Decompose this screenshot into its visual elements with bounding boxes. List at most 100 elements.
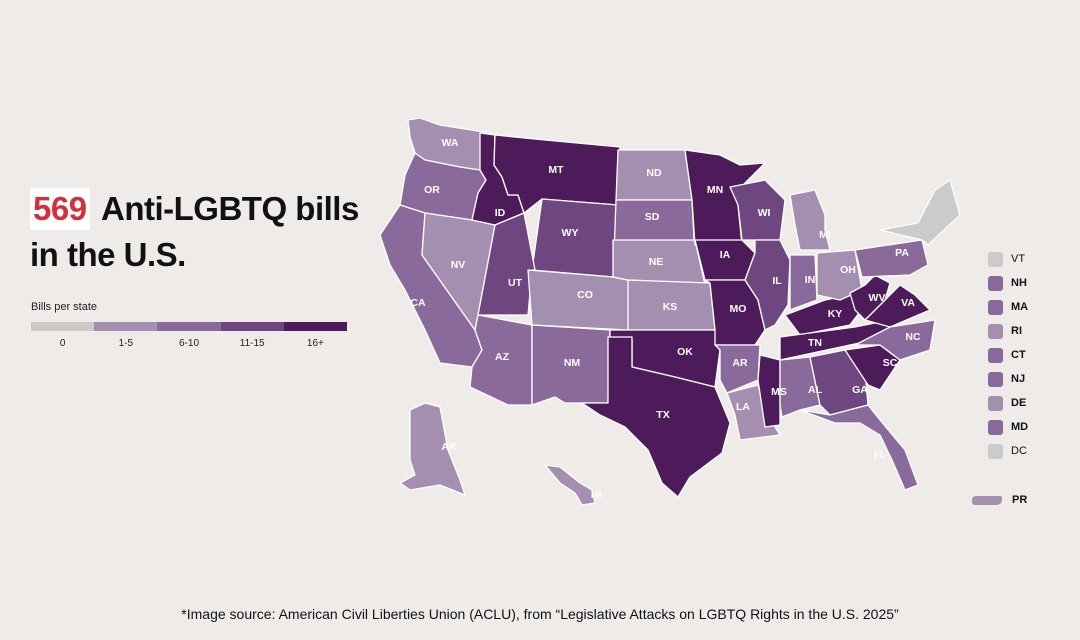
state-label-or: OR xyxy=(424,184,440,196)
state-label-il: IL xyxy=(772,275,782,287)
small-state-ma[interactable]: MA xyxy=(988,295,1028,319)
state-label-ga: GA xyxy=(852,384,868,396)
state-ny[interactable] xyxy=(879,179,960,246)
state-label-ms: MS xyxy=(771,386,787,398)
state-label-ok: OK xyxy=(677,346,693,358)
state-label-co: CO xyxy=(577,289,593,301)
state-label-nd: ND xyxy=(646,167,662,179)
small-state-swatch xyxy=(988,251,1003,267)
state-label-la: LA xyxy=(736,401,750,413)
small-state-swatch xyxy=(988,419,1003,435)
us-map: WA OR CA NV ID MT WY UT CO AZ NM ND SD NE KS OK TX MN IA MO… xyxy=(379,117,960,506)
title-text: Anti-LGBTQ bills in the U.S. xyxy=(30,190,359,273)
state-sc[interactable] xyxy=(844,344,901,391)
legend-labels: 0 1-5 6-10 11-15 16+ xyxy=(31,338,347,349)
state-wv[interactable] xyxy=(849,274,891,321)
small-state-label: VT xyxy=(1011,253,1026,265)
state-label-ak: AK xyxy=(441,441,457,453)
legend-swatch-16plus xyxy=(283,322,348,331)
legend-swatch-11-15 xyxy=(220,322,284,331)
small-state-label: CT xyxy=(1011,349,1026,361)
small-state-swatch xyxy=(988,347,1003,363)
state-label-hi: HI xyxy=(591,489,602,501)
state-label-ia: IA xyxy=(720,249,731,261)
state-label-mn: MN xyxy=(707,184,723,196)
state-label-ne: NE xyxy=(649,256,664,268)
state-label-nc: NC xyxy=(905,331,921,343)
state-label-tx: TX xyxy=(656,409,669,421)
small-state-label: MA xyxy=(1011,301,1029,313)
state-label-va: VA xyxy=(901,297,915,309)
small-state-swatch xyxy=(988,443,1003,459)
legend-label: 16+ xyxy=(306,338,324,349)
state-label-fl: FL xyxy=(874,449,887,461)
small-state-de[interactable]: DE xyxy=(988,391,1028,415)
small-state-label: NJ xyxy=(1011,373,1026,385)
state-il[interactable] xyxy=(744,239,791,331)
source-footnote: *Image source: American Civil Liberties … xyxy=(181,606,899,622)
state-label-ut: UT xyxy=(508,277,523,289)
state-label-nv: NV xyxy=(451,259,466,271)
small-state-swatch xyxy=(988,395,1003,411)
small-state-ct[interactable]: CT xyxy=(988,343,1028,367)
state-label-nm: NM xyxy=(564,357,581,369)
state-label-al: AL xyxy=(808,384,823,396)
state-label-id: ID xyxy=(495,207,506,219)
state-mi[interactable] xyxy=(789,189,831,251)
small-states-legend: VT NH MA RI CT NJ DE MD DC xyxy=(988,247,1028,463)
state-label-wv: WV xyxy=(869,292,886,304)
state-in[interactable] xyxy=(789,254,818,311)
state-label-pa: PA xyxy=(895,247,909,259)
small-state-swatch xyxy=(988,323,1003,339)
small-state-swatch xyxy=(988,299,1003,315)
state-label-in: IN xyxy=(805,274,816,286)
state-label-mt: MT xyxy=(548,164,564,176)
legend-label: 0 xyxy=(59,338,66,349)
state-label-mo: MO xyxy=(730,303,747,315)
small-state-dc[interactable]: DC xyxy=(988,439,1028,463)
state-label-sd: SD xyxy=(645,211,660,223)
state-label-wy: WY xyxy=(562,227,579,239)
legend-color-bar xyxy=(31,322,348,331)
small-state-ri[interactable]: RI xyxy=(988,319,1028,343)
state-label-oh: OH xyxy=(840,264,856,276)
small-state-label: NH xyxy=(1011,277,1027,289)
state-label-sc: SC xyxy=(883,357,898,369)
state-tx[interactable] xyxy=(581,336,731,498)
state-pa[interactable] xyxy=(854,239,929,278)
small-state-swatch xyxy=(988,275,1003,291)
small-state-swatch xyxy=(988,371,1003,387)
state-label-ar: AR xyxy=(732,357,748,369)
small-state-label: DC xyxy=(1011,445,1027,457)
state-ms[interactable] xyxy=(757,354,781,428)
legend-title: Bills per state xyxy=(31,301,98,313)
small-state-label: MD xyxy=(1011,421,1029,433)
state-ak[interactable] xyxy=(399,402,466,496)
state-label-az: AZ xyxy=(495,351,510,363)
state-label-mi: MI xyxy=(819,229,831,241)
state-label-ky: KY xyxy=(828,308,843,320)
legend-label: 6-10 xyxy=(179,338,200,349)
small-state-vt[interactable]: VT xyxy=(988,247,1028,271)
page-title: 569 Anti-LGBTQ bills in the U.S. xyxy=(30,186,360,278)
pr-shape xyxy=(972,495,1002,505)
small-state-label: RI xyxy=(1011,325,1022,337)
state-label-ca: CA xyxy=(410,297,426,309)
small-state-nj[interactable]: NJ xyxy=(988,367,1028,391)
state-fl[interactable] xyxy=(799,404,919,491)
small-state-nh[interactable]: NH xyxy=(988,271,1028,295)
small-state-md[interactable]: MD xyxy=(988,415,1028,439)
bill-count: 569 xyxy=(30,188,90,230)
small-state-label: DE xyxy=(1011,397,1027,409)
legend-swatch-0 xyxy=(31,322,95,331)
state-hi[interactable] xyxy=(544,464,596,506)
legend-label: 1-5 xyxy=(118,338,134,349)
pr-label: PR xyxy=(1012,494,1028,506)
state-label-ks: KS xyxy=(663,301,678,313)
state-label-wi: WI xyxy=(758,207,771,219)
legend-swatch-6-10 xyxy=(157,322,221,331)
state-label-tn: TN xyxy=(808,337,822,349)
state-label-wa: WA xyxy=(442,137,459,149)
territory-pr[interactable]: PR xyxy=(972,494,1027,506)
legend-label: 11-15 xyxy=(239,338,265,349)
